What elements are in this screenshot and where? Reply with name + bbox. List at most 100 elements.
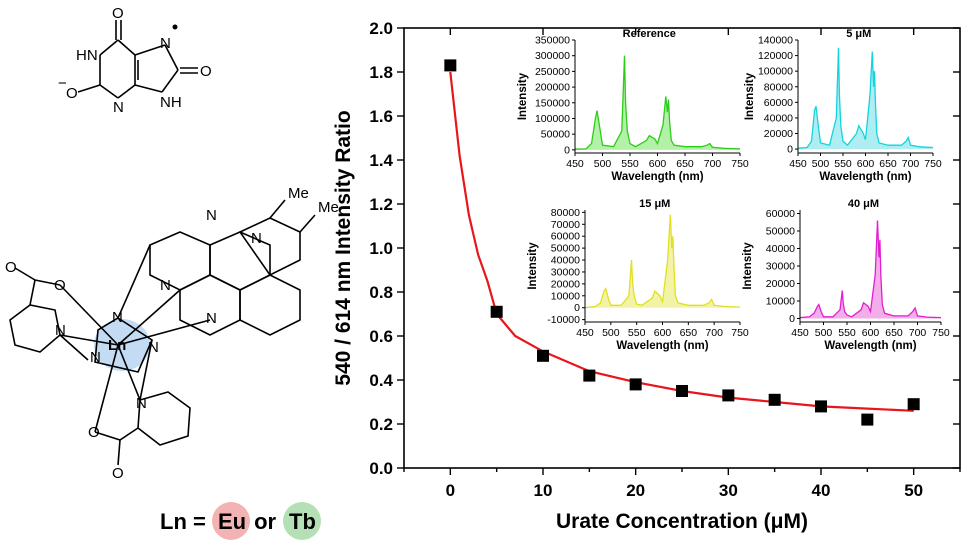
- urate-nh-bottom: NH: [160, 94, 182, 111]
- inset-y-tick-label: 40000: [766, 243, 795, 255]
- complex-n-1: N: [112, 309, 123, 326]
- inset-y-tick-label: 30000: [551, 266, 580, 278]
- chemical-structure-panel: O HN N O − O N NH: [5, 5, 339, 540]
- x-axis-title: Urate Concentration (μM): [556, 510, 808, 533]
- inset-x-tick-label: 550: [628, 327, 646, 339]
- ln-glow: [94, 319, 150, 371]
- inset-x-tick-label: 600: [649, 158, 667, 170]
- y-tick-label: 0.6: [369, 327, 393, 346]
- inset-y-title: Intensity: [517, 72, 529, 120]
- complex-o-1: O: [54, 277, 66, 294]
- inset-y-tick-label: 60000: [764, 97, 793, 109]
- spectrum-line: [574, 55, 741, 150]
- complex-n-8: N: [251, 230, 262, 247]
- data-point: [722, 389, 735, 402]
- inset-y-tick-label: 20000: [766, 278, 795, 290]
- urate-o-top: O: [112, 5, 124, 22]
- inset-x-title: Wavelength (nm): [824, 340, 916, 352]
- tb-highlight: [283, 502, 321, 540]
- spectrum-inset: 450 500 550 600 650 700 750 0 20000 40000 60000 800…: [744, 28, 942, 183]
- inset-x-tick-label: 500: [812, 158, 830, 170]
- me-label-1: Me: [288, 185, 309, 202]
- spectrum-fill: [800, 220, 941, 319]
- inset-y-tick-label: 80000: [764, 81, 793, 93]
- urate-o-right: O: [200, 63, 212, 80]
- intensity-ratio-chart: 0 10 20 30 40 50 0.0 0.2 0.4 0.6 0.8 1.0 1.2 1.4 1.6 1…: [332, 19, 961, 533]
- spectrum-insets: 450 500 550 600 650 700 750 0 50000 100000 150000 2…: [517, 28, 950, 352]
- inset-y-tick-label: 150000: [535, 97, 570, 109]
- fit-curve-layer: [449, 71, 914, 412]
- inset-x-tick-label: 650: [676, 158, 694, 170]
- data-point: [583, 369, 596, 382]
- y-tick-label: 0.8: [369, 283, 393, 302]
- inset-x-tick-label: 600: [654, 327, 672, 339]
- or-label: or: [248, 509, 282, 534]
- x-tick-label: 20: [626, 481, 645, 500]
- y-tick-label: 0.4: [369, 371, 393, 390]
- urate-o-minus: O: [66, 85, 78, 102]
- inset-y-tick-label: 250000: [535, 66, 570, 78]
- inset-y-tick-label: 140000: [758, 35, 793, 47]
- inset-y-tick-label: 50000: [551, 243, 580, 255]
- x-tick-label: 50: [904, 481, 923, 500]
- y-tick-label: 1.2: [369, 195, 393, 214]
- inset-title: 40 μM: [848, 198, 879, 210]
- inset-y-tick-label: 60000: [766, 208, 795, 220]
- inset-x-tick-label: 600: [862, 327, 880, 339]
- inset-x-tick-label: 450: [791, 327, 809, 339]
- inset-y-tick-label: 10000: [766, 296, 795, 308]
- inset-y-tick-label: 30000: [766, 261, 795, 273]
- y-tick-label: 1.0: [369, 239, 393, 258]
- inset-x-tick-label: 750: [924, 158, 942, 170]
- inset-y-tick-label: 200000: [535, 82, 570, 94]
- inset-x-tick-label: 550: [834, 158, 852, 170]
- inset-title: Reference: [623, 28, 676, 40]
- inset-y-tick-label: 40000: [764, 112, 793, 124]
- complex-o-2: O: [5, 259, 17, 276]
- data-point: [629, 378, 642, 391]
- inset-x-tick-label: 500: [815, 327, 833, 339]
- inset-x-tick-label: 700: [705, 327, 723, 339]
- inset-x-tick-label: 500: [602, 327, 620, 339]
- inset-x-tick-label: 450: [576, 327, 594, 339]
- inset-x-tick-label: 700: [909, 327, 927, 339]
- data-point: [861, 413, 874, 426]
- inset-x-title: Wavelength (nm): [819, 171, 911, 183]
- data-point: [768, 393, 781, 406]
- inset-x-title: Wavelength (nm): [611, 171, 703, 183]
- y-axis-ticks: 0.0 0.2 0.4 0.6 0.8 1.0 1.2 1.4 1.6 1.8 2.0: [369, 19, 960, 478]
- inset-x-tick-label: 600: [857, 158, 875, 170]
- inset-x-tick-label: 700: [902, 158, 920, 170]
- inset-x-tick-label: 450: [789, 158, 807, 170]
- complex-n-2: N: [148, 339, 159, 356]
- inset-y-tick-label: 120000: [758, 50, 793, 62]
- tb-label: Tb: [289, 509, 316, 534]
- complex-n-4: N: [55, 322, 66, 339]
- data-point: [907, 398, 920, 411]
- inset-y-tick-label: 300000: [535, 50, 570, 62]
- complex-n-7: N: [206, 207, 217, 224]
- complex-o-4: O: [112, 465, 124, 482]
- lanthanide-complex: Me Me Ln N N N N N N N N N O O O O: [5, 185, 339, 482]
- inset-y-tick-label: 100000: [535, 113, 570, 125]
- spectrum-inset: 450 500 550 600 650 700 750 0 10000 20000 30000 400…: [742, 198, 950, 352]
- y-tick-label: 1.4: [369, 151, 393, 170]
- x-tick-label: 0: [446, 481, 455, 500]
- inset-x-tick-label: 750: [731, 327, 749, 339]
- inset-y-tick-label: 350000: [535, 35, 570, 47]
- spectrum-line: [797, 47, 934, 149]
- urate-n-radical: N: [160, 35, 171, 52]
- fit-curve: [449, 71, 914, 412]
- inset-y-tick-label: 50000: [541, 129, 570, 141]
- spectrum-inset: 450 500 550 600 650 700 750 -100000100002000030…: [527, 198, 749, 352]
- inset-x-tick-label: 650: [885, 327, 903, 339]
- complex-o-3: O: [88, 424, 100, 441]
- data-point: [676, 385, 688, 397]
- complex-n-5: N: [160, 277, 171, 294]
- inset-x-tick-label: 650: [879, 158, 897, 170]
- inset-y-tick-label: 0: [574, 302, 580, 314]
- inset-x-tick-label: 550: [838, 327, 856, 339]
- urate-minus: −: [58, 75, 67, 92]
- spectrum-fill: [585, 214, 740, 308]
- y-tick-label: 1.8: [369, 63, 393, 82]
